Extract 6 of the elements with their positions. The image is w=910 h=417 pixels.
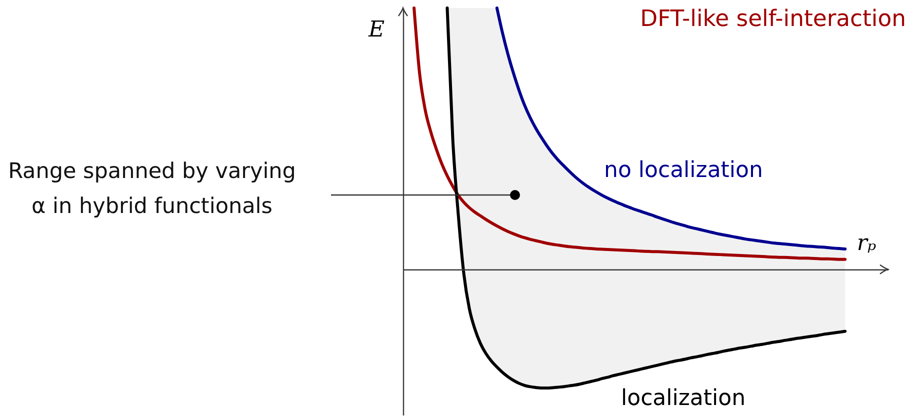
x-axis-title: rₚ (856, 230, 876, 256)
series-label: localization (621, 386, 746, 411)
text: Range spanned by varying α in hybrid functionals (8, 159, 296, 219)
y-axis-title: E (367, 18, 385, 42)
series-label: no localization (604, 158, 763, 183)
text: DFT-like self-interaction (640, 6, 906, 32)
